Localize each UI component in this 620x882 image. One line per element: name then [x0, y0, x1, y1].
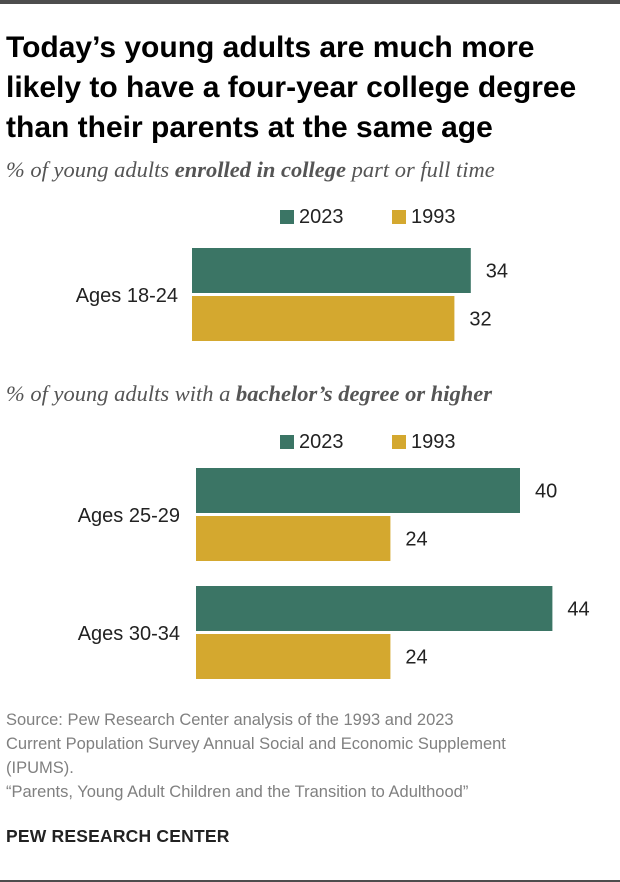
enrolled-chart: 2023 1993 Ages 18-24 34 32 [76, 206, 508, 341]
bachelors-legend-swatch-1993 [392, 435, 406, 449]
bachelors-bar-2023-1 [196, 586, 553, 631]
bachelors-bar-1993-1 [196, 634, 391, 679]
bachelors-category-label-0: Ages 25-29 [78, 505, 180, 527]
enrolled-legend-swatch-2023 [280, 210, 294, 224]
source-line-3: (IPUMS). [6, 759, 74, 777]
report-title-note: “Parents, Young Adult Children and the T… [6, 783, 469, 801]
bachelors-legend-label-1993: 1993 [411, 431, 456, 453]
bachelors-value-label-1993-1: 24 [405, 647, 427, 669]
subtitle-bachelors-bold: bachelor’s degree or higher [236, 381, 493, 406]
subtitle-bachelors-pre: % of young adults with a [6, 381, 236, 406]
source-line-2: Current Population Survey Annual Social … [6, 735, 506, 753]
enrolled-legend-swatch-1993 [392, 210, 406, 224]
enrolled-category-label-0: Ages 18-24 [76, 285, 178, 307]
source-line-1: Source: Pew Research Center analysis of … [6, 711, 454, 729]
enrolled-legend-label-2023: 2023 [299, 206, 344, 228]
subtitle-enrolled-bold: enrolled in college [174, 157, 346, 182]
bachelors-bar-2023-0 [196, 468, 520, 513]
subtitle-enrolled-post: part or full time [345, 157, 495, 182]
bachelors-value-label-2023-0: 40 [535, 481, 557, 503]
bachelors-category-label-1: Ages 30-34 [78, 623, 180, 645]
enrolled-value-label-1993-0: 32 [469, 309, 491, 331]
bachelors-chart: 2023 1993 Ages 25-29 40 24 Ages 30-34 44 24 [78, 431, 590, 679]
enrolled-bar-2023-0 [192, 248, 471, 293]
chart-title: Today’s young adults are much more likel… [6, 31, 577, 144]
enrolled-legend-label-1993: 1993 [411, 206, 456, 228]
pew-logo-text: PEW RESEARCH CENTER [6, 826, 230, 846]
enrolled-value-label-2023-0: 34 [486, 261, 508, 283]
bottom-rule [0, 880, 620, 882]
source-notes: Source: Pew Research Center analysis of … [6, 708, 614, 804]
bachelors-value-label-2023-1: 44 [567, 599, 589, 621]
bachelors-bar-1993-0 [196, 516, 391, 561]
subtitle-enrolled: % of young adults enrolled in college pa… [6, 156, 495, 184]
subtitle-enrolled-pre: % of young adults [6, 157, 175, 182]
bachelors-value-label-1993-0: 24 [405, 529, 427, 551]
subtitle-bachelors: % of young adults with a bachelor’s degr… [6, 380, 492, 408]
enrolled-bar-1993-0 [192, 296, 455, 341]
top-rule [0, 0, 620, 4]
bachelors-legend-swatch-2023 [280, 435, 294, 449]
bachelors-legend-label-2023: 2023 [299, 431, 344, 453]
